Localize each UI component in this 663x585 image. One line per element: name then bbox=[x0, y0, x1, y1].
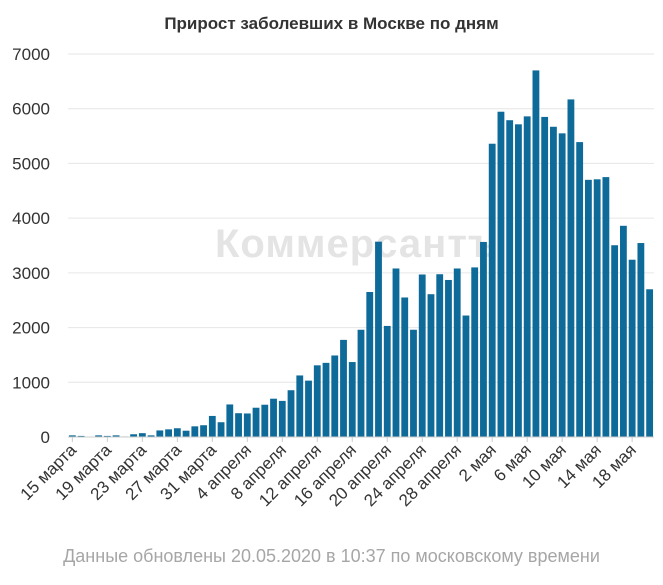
bar bbox=[348, 362, 356, 437]
bar bbox=[506, 120, 514, 437]
bar bbox=[95, 435, 103, 437]
bar bbox=[208, 415, 216, 437]
y-tick-label: 1000 bbox=[12, 373, 50, 392]
bar bbox=[646, 289, 654, 437]
bar bbox=[235, 413, 242, 437]
bar bbox=[130, 434, 138, 437]
bar bbox=[340, 339, 347, 437]
bar bbox=[173, 428, 181, 437]
bar bbox=[488, 143, 496, 438]
bar bbox=[471, 267, 479, 437]
bar bbox=[436, 274, 444, 437]
y-tick-label: 5000 bbox=[12, 154, 50, 173]
watermark-logo: Коммерсантъ bbox=[215, 222, 499, 266]
bar bbox=[217, 422, 225, 437]
bar bbox=[427, 294, 435, 437]
bar bbox=[401, 297, 409, 437]
bar bbox=[567, 99, 575, 437]
bar bbox=[375, 241, 382, 437]
bar bbox=[418, 274, 426, 437]
y-axis-ticks: 0 1000 2000 3000 4000 5000 6000 7000 bbox=[12, 45, 50, 447]
bar bbox=[322, 362, 330, 437]
bar bbox=[68, 435, 76, 437]
bar bbox=[103, 435, 111, 437]
footnote: Данные обновлены 20.05.2020 в 10:37 по м… bbox=[63, 546, 600, 566]
bar bbox=[156, 430, 164, 437]
y-tick-label: 6000 bbox=[12, 100, 50, 119]
bar bbox=[619, 225, 627, 437]
bar-chart: 0 1000 2000 3000 4000 5000 6000 7000 15 марта19… bbox=[12, 45, 654, 510]
bar bbox=[77, 435, 85, 437]
bar bbox=[637, 243, 645, 437]
bar bbox=[147, 435, 155, 437]
bar bbox=[252, 407, 260, 437]
bar bbox=[165, 429, 172, 437]
bar bbox=[226, 404, 234, 437]
bar bbox=[576, 142, 584, 437]
bar bbox=[138, 433, 146, 437]
bar bbox=[532, 70, 540, 437]
bar bbox=[278, 400, 286, 437]
bar bbox=[331, 355, 339, 437]
bar bbox=[611, 245, 619, 437]
y-tick-label: 4000 bbox=[12, 209, 50, 228]
bar bbox=[392, 268, 400, 437]
bar bbox=[445, 279, 452, 437]
bars bbox=[68, 70, 654, 438]
bar bbox=[313, 365, 321, 437]
x-tick-label: 2 мая bbox=[455, 440, 500, 485]
bar bbox=[357, 329, 365, 437]
bar bbox=[628, 259, 636, 437]
bar bbox=[200, 425, 207, 437]
y-tick-label: 7000 bbox=[12, 45, 50, 64]
bar bbox=[480, 241, 487, 437]
bar bbox=[182, 430, 190, 437]
bar bbox=[243, 413, 251, 437]
bar bbox=[366, 292, 374, 437]
bar bbox=[410, 329, 417, 437]
bar bbox=[296, 375, 304, 437]
bar bbox=[191, 426, 199, 437]
bar bbox=[383, 325, 391, 437]
bar bbox=[462, 315, 470, 437]
bar bbox=[261, 404, 269, 437]
bar bbox=[287, 390, 295, 437]
bar bbox=[584, 179, 592, 437]
bar bbox=[550, 126, 557, 438]
bar bbox=[515, 124, 522, 437]
y-tick-label: 2000 bbox=[12, 319, 50, 338]
bar bbox=[541, 116, 549, 438]
bar bbox=[558, 133, 566, 437]
bar bbox=[523, 116, 531, 438]
bar bbox=[270, 398, 277, 437]
bar bbox=[593, 179, 601, 438]
chart-title: Прирост заболевших в Москве по дням bbox=[164, 14, 499, 33]
bar bbox=[602, 177, 610, 438]
bar bbox=[305, 380, 312, 437]
y-tick-label: 0 bbox=[41, 428, 50, 447]
bar bbox=[112, 435, 120, 437]
y-tick-label: 3000 bbox=[12, 264, 50, 283]
bar bbox=[453, 268, 461, 437]
bar bbox=[497, 111, 505, 437]
